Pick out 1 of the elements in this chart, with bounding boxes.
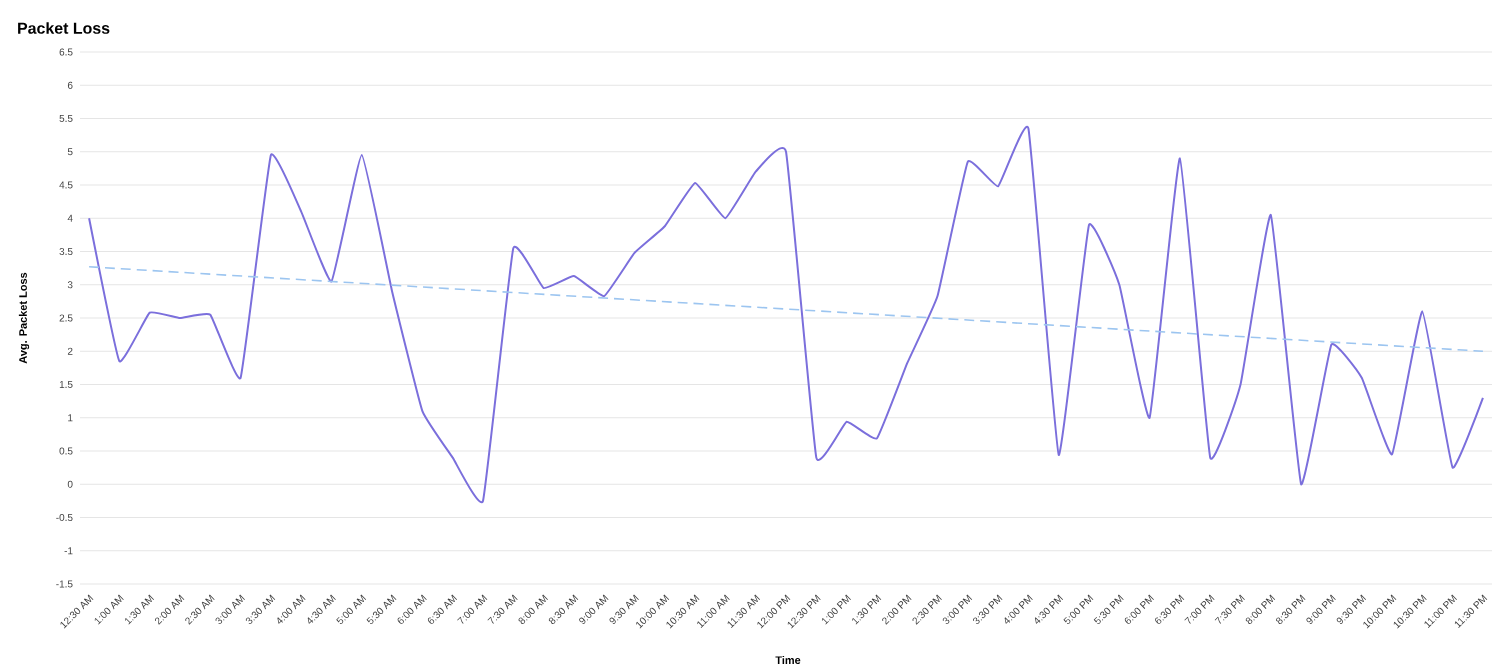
line-series bbox=[88, 127, 1484, 502]
